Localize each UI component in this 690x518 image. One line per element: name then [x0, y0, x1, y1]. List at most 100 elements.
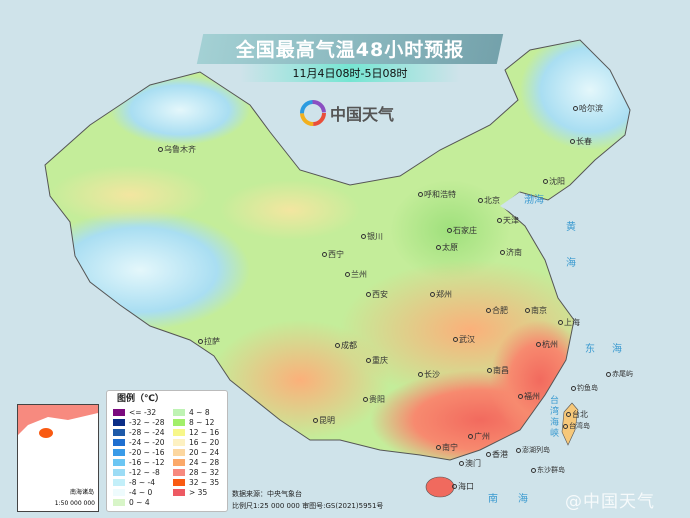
legend-item: 0 ~ 4 — [113, 498, 150, 507]
sea-label-nanhai-2: 海 — [518, 494, 528, 505]
city-label: 西宁 — [322, 250, 344, 260]
legend-swatch — [113, 449, 125, 456]
watermark: @中国天气 — [565, 492, 655, 512]
legend-label: 0 ~ 4 — [129, 498, 150, 507]
strait-1: 台 — [550, 396, 560, 406]
legend-item: 24 ~ 28 — [173, 458, 219, 467]
city-label: 合肥 — [486, 306, 508, 316]
city-label: 海口 — [452, 482, 474, 492]
sea-label-huanghai-1: 黄 — [566, 222, 576, 233]
legend-swatch — [113, 419, 125, 426]
legend-label: 8 ~ 12 — [189, 418, 215, 427]
strait-4: 峡 — [550, 429, 560, 439]
city-label: 济南 — [500, 248, 522, 258]
city-label: 太原 — [436, 243, 458, 253]
legend-swatch — [113, 489, 125, 496]
city-label: 石家庄 — [447, 226, 477, 236]
legend-label: 16 ~ 20 — [189, 438, 220, 447]
city-label: 郑州 — [430, 290, 452, 300]
legend-item: -28 ~ -24 — [113, 428, 165, 437]
city-label: 杭州 — [536, 340, 558, 350]
legend-label: 24 ~ 28 — [189, 458, 220, 467]
city-label: 乌鲁木齐 — [158, 145, 196, 155]
city-label: 兰州 — [345, 270, 367, 280]
legend-item: -32 ~ -28 — [113, 418, 165, 427]
city-label: 拉萨 — [198, 337, 220, 347]
legend-item: -4 ~ 0 — [113, 488, 152, 497]
logo: 中国天气 — [300, 100, 394, 126]
place-label: 赤尾屿 — [606, 370, 633, 379]
legend-label: -12 ~ -8 — [129, 468, 160, 477]
legend-item: -12 ~ -8 — [113, 468, 160, 477]
city-label: 上海 — [558, 318, 580, 328]
legend-swatch — [113, 499, 125, 506]
legend-swatch — [173, 409, 185, 416]
sea-label-donghai-2: 海 — [612, 344, 622, 355]
city-label: 银川 — [361, 232, 383, 242]
city-label: 南宁 — [436, 443, 458, 453]
legend-label: 28 ~ 32 — [189, 468, 220, 477]
city-label: 贵阳 — [363, 395, 385, 405]
legend-item: 32 ~ 35 — [173, 478, 219, 487]
legend-label: 20 ~ 24 — [189, 448, 220, 457]
city-label: 台北 — [566, 410, 588, 420]
sea-label-donghai-1: 东 — [585, 344, 595, 355]
legend-item: -8 ~ -4 — [113, 478, 155, 487]
weather-logo-icon — [300, 100, 326, 126]
legend-item: > 35 — [173, 488, 207, 497]
legend-item: 12 ~ 16 — [173, 428, 219, 437]
legend-swatch — [113, 439, 125, 446]
place-label: 台湾岛 — [563, 422, 590, 431]
legend-swatch — [173, 439, 185, 446]
legend-label: 4 ~ 8 — [189, 408, 210, 417]
city-label: 长春 — [570, 137, 592, 147]
city-label: 西安 — [366, 290, 388, 300]
legend-item: <= -32 — [113, 408, 156, 417]
legend-item: 4 ~ 8 — [173, 408, 210, 417]
legend-label: -4 ~ 0 — [129, 488, 153, 497]
inset-scale: 1:50 000 000 — [54, 500, 95, 507]
legend-label: <= -32 — [129, 408, 157, 417]
legend-swatch — [173, 449, 185, 456]
legend-label: -28 ~ -24 — [129, 428, 165, 437]
city-label: 长沙 — [418, 370, 440, 380]
legend-item: 28 ~ 32 — [173, 468, 219, 477]
south-china-sea-inset: 南海诸岛 1:50 000 000 — [17, 404, 99, 512]
legend-swatch — [173, 479, 185, 486]
legend-label: -32 ~ -28 — [129, 418, 165, 427]
city-label: 福州 — [518, 392, 540, 402]
legend-swatch — [113, 429, 125, 436]
map-scale: 比例尺1:25 000 000 审图号:GS(2021)5951号 — [232, 502, 384, 510]
city-label: 南京 — [525, 306, 547, 316]
inset-title: 南海诸岛 — [69, 489, 94, 496]
legend-swatch — [113, 409, 125, 416]
city-label: 哈尔滨 — [573, 104, 603, 114]
place-label: 钓鱼岛 — [571, 384, 598, 393]
place-label: 澎湖列岛 — [516, 446, 550, 455]
sea-label-bohai: 渤海 — [524, 195, 544, 206]
city-label: 北京 — [478, 196, 500, 206]
strait-3: 海 — [550, 418, 560, 428]
map-title: 全国最高气温48小时预报 — [235, 39, 465, 61]
legend-swatch — [113, 469, 125, 476]
city-label: 广州 — [468, 432, 490, 442]
forecast-period: 11月4日08时-5日08时 — [292, 67, 408, 80]
data-source: 数据来源：中央气象台 — [232, 490, 302, 498]
legend-label: -24 ~ -20 — [129, 438, 165, 447]
legend-swatch — [173, 489, 185, 496]
city-label: 昆明 — [313, 416, 335, 426]
legend-item: -24 ~ -20 — [113, 438, 165, 447]
legend-label: > 35 — [189, 488, 208, 497]
city-label: 武汉 — [453, 335, 475, 345]
legend-label: 12 ~ 16 — [189, 428, 220, 437]
legend-swatch — [173, 419, 185, 426]
legend-item: -20 ~ -16 — [113, 448, 165, 457]
sea-label-huanghai-2: 海 — [566, 258, 576, 269]
legend-label: -16 ~ -12 — [129, 458, 165, 467]
legend-item: 8 ~ 12 — [173, 418, 214, 427]
legend-item: -16 ~ -12 — [113, 458, 165, 467]
legend-label: -8 ~ -4 — [129, 478, 156, 487]
city-label: 天津 — [497, 216, 519, 226]
legend: 图例（℃） <= -32 -32 ~ -28 -28 ~ -24 -24 ~ -20-… — [106, 390, 228, 512]
city-label: 南昌 — [487, 366, 509, 376]
